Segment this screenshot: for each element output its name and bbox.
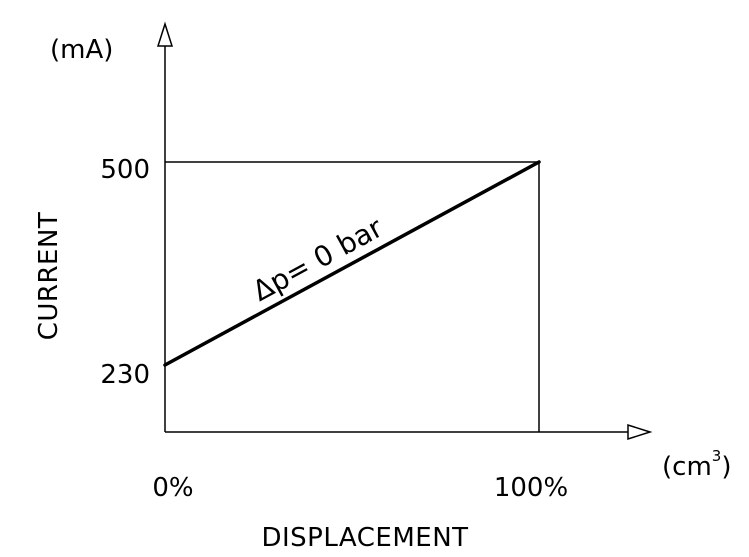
y-axis-arrowhead bbox=[156, 21, 174, 47]
x-axis-arrowhead bbox=[627, 423, 653, 441]
series-line bbox=[163, 160, 541, 367]
x-unit-label: (cm3) bbox=[662, 447, 731, 482]
line-annotation: Δp= 0 bar bbox=[247, 211, 388, 308]
y-tick-label-500: 500 bbox=[100, 155, 150, 185]
x-unit-superscript: 3 bbox=[712, 447, 722, 465]
y-tick-label-230: 230 bbox=[100, 360, 150, 390]
x-tick-label-100: 100% bbox=[494, 473, 568, 503]
x-axis-title: DISPLACEMENT bbox=[261, 523, 468, 553]
x-unit-prefix: (cm bbox=[662, 452, 712, 482]
y-axis-title: CURRENT bbox=[34, 212, 64, 341]
x-tick-label-0: 0% bbox=[152, 473, 193, 503]
x-unit-close: ) bbox=[721, 452, 731, 482]
y-unit-label: (mA) bbox=[50, 35, 113, 65]
